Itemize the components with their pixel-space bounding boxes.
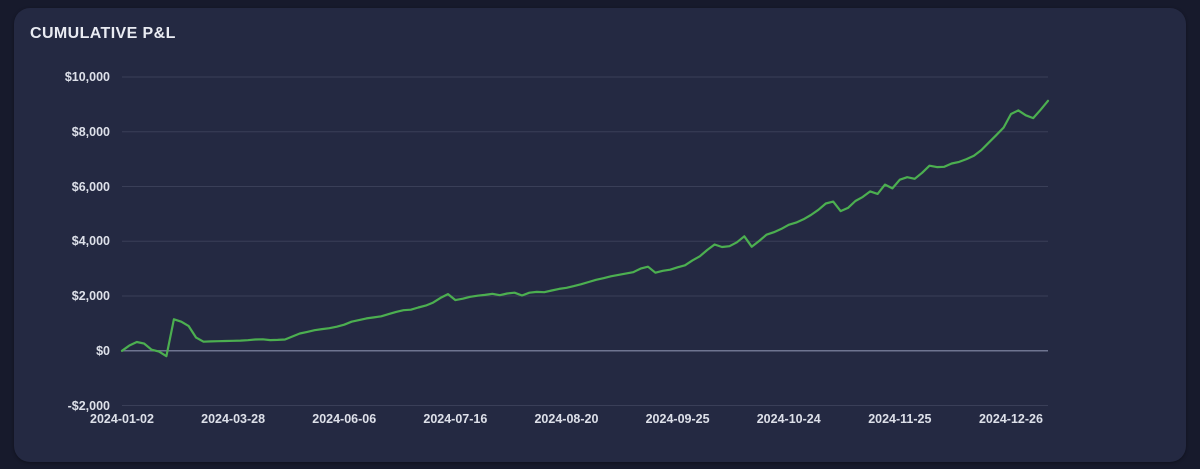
y-axis-label: $6,000 bbox=[71, 179, 110, 194]
x-axis-label: 2024-07-16 bbox=[423, 411, 488, 426]
pnl-series-line bbox=[120, 99, 1050, 358]
chart-canvas bbox=[120, 76, 1050, 406]
x-axis-label: 2024-10-24 bbox=[756, 411, 821, 426]
x-axis-label: 2024-01-02 bbox=[90, 411, 154, 426]
x-axis-label: 2024-12-26 bbox=[978, 411, 1043, 426]
y-axis-label: $2,000 bbox=[71, 289, 110, 303]
x-axis-label: 2024-06-06 bbox=[312, 411, 377, 426]
chart-title: CUMULATIVE P&L bbox=[30, 25, 176, 42]
x-axis-label: 2024-08-20 bbox=[534, 411, 599, 426]
x-axis-label: 2024-03-28 bbox=[201, 411, 266, 426]
x-axis-label: 2024-11-25 bbox=[868, 411, 932, 426]
cumulative-pnl-card: CUMULATIVE P&L $10,000 $8,000 $6,000 $4,000… bbox=[14, 8, 1186, 462]
y-axis-label: $8,000 bbox=[71, 124, 110, 139]
y-axis-label: $0 bbox=[96, 343, 110, 358]
x-axis-label: 2024-09-25 bbox=[645, 411, 710, 426]
pnl-line-chart: $10,000 $8,000 $6,000 $4,000 $2,000 $0 -$2,000… bbox=[14, 8, 1186, 462]
y-axis-label: $4,000 bbox=[71, 234, 110, 249]
y-axis-label: -$2,000 bbox=[67, 398, 110, 413]
y-axis-label: $10,000 bbox=[64, 70, 110, 84]
